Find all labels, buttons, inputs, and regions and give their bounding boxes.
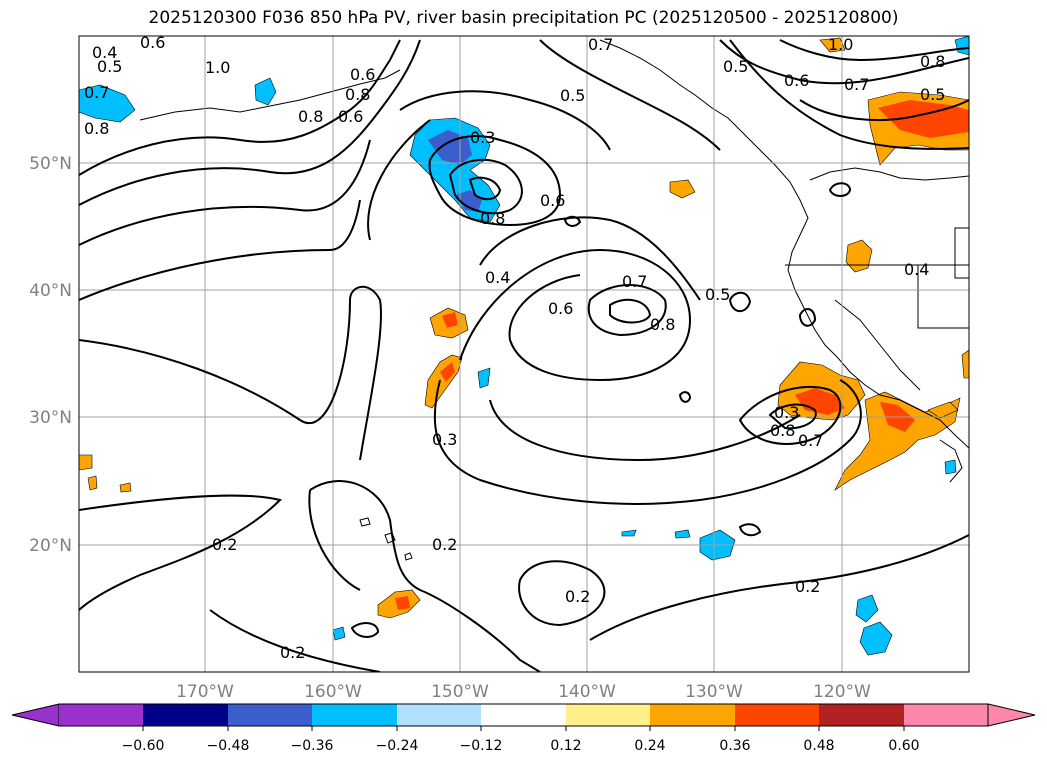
colorbar-segment [143,704,228,726]
contour-label: 1.0 [828,35,853,54]
contour-label: 0.7 [588,35,613,54]
colorbar-tick-label: −0.60 [122,738,165,754]
colorbar: −0.60 −0.48 −0.36 −0.24 −0.12 0.12 0.24 … [11,703,1036,754]
contour-label: 0.6 [338,107,363,126]
colorbar-segment [904,704,988,726]
pv-contours [79,39,969,672]
colorbar-segment [735,704,819,726]
colorbar-segment [59,704,143,726]
contour-label: 0.3 [432,430,457,449]
contour-label: 0.5 [560,86,585,105]
contour-label: 0.5 [705,285,730,304]
lat-label: 30°N [29,408,72,428]
contour-label: 0.8 [84,119,109,138]
contour-label: 0.2 [212,535,237,554]
gridlines [79,36,969,672]
colorbar-tick-label: 0.24 [634,738,665,754]
contour-label: 0.8 [650,315,675,334]
contour-label: 0.2 [565,587,590,606]
map-frame [78,35,970,673]
colorbar-segment [650,704,735,726]
contour-label: 0.8 [920,52,945,71]
colorbar-segment [819,704,904,726]
colorbar-tick-label: −0.36 [291,738,334,754]
colorbar-tick-label: −0.24 [376,738,419,754]
contour-label: 0.2 [432,535,457,554]
contour-label: 0.3 [774,403,799,422]
contour-label: 0.7 [844,75,869,94]
contour-label: 0.6 [548,299,573,318]
colorbar-tick-labels: −0.60 −0.48 −0.36 −0.24 −0.12 0.12 0.24 … [122,738,920,754]
longitude-labels: 170°W 160°W 150°W 140°W 130°W 120°W [176,682,871,702]
lon-label: 130°W [685,682,743,702]
map-plot-area: 0.4 0.5 0.6 1.0 0.7 0.8 0.6 0.8 0.6 0.8 … [79,33,969,672]
colorbar-segment [397,704,481,726]
contour-label: 0.7 [622,272,647,291]
contour-label: 0.4 [485,268,510,287]
lon-label: 150°W [431,682,489,702]
map-title: 2025120300 F036 850 hPa PV, river basin … [148,8,899,28]
colorbar-segment [11,703,60,727]
colorbar-segment [312,704,397,726]
colorbar-tick-label: 0.12 [550,738,581,754]
latitude-labels: 50°N 40°N 30°N 20°N [29,154,72,556]
colorbar-segment [481,704,566,726]
coastlines [139,39,969,561]
contour-label: 0.7 [84,83,109,102]
lat-label: 50°N [29,154,72,174]
contour-label: 0.4 [904,260,929,279]
contour-label: 0.6 [140,33,165,52]
lon-label: 160°W [304,682,362,702]
colorbar-tick-label: −0.12 [460,738,503,754]
contour-label: 0.8 [298,107,323,126]
lon-label: 120°W [813,682,871,702]
contour-label: 0.2 [280,643,305,662]
colorbar-tick-label: −0.48 [207,738,250,754]
contour-label: 0.5 [920,85,945,104]
contour-label: 0.8 [345,85,370,104]
precip-negative-areas [79,36,969,656]
contour-label: 0.6 [540,191,565,210]
lon-label: 170°W [176,682,234,702]
contour-label: 0.8 [770,421,795,440]
lat-label: 40°N [29,281,72,301]
contour-label: 0.5 [97,57,122,76]
colorbar-segment [566,704,650,726]
contour-label: 0.2 [795,577,820,596]
colorbar-tick-label: 0.36 [719,738,750,754]
lat-label: 20°N [29,536,72,556]
colorbar-tick-label: 0.60 [888,738,919,754]
contour-label: 1.0 [205,58,230,77]
colorbar-segment [987,703,1036,727]
contour-label: 0.6 [784,71,809,90]
pv-contour-labels: 0.4 0.5 0.6 1.0 0.7 0.8 0.6 0.8 0.6 0.8 … [84,33,945,662]
contour-label: 0.3 [470,128,495,147]
contour-label: 0.5 [723,57,748,76]
colorbar-segment [228,704,312,726]
colorbar-tick-label: 0.48 [803,738,834,754]
contour-label: 0.6 [350,65,375,84]
contour-label: 0.4 [92,43,117,62]
contour-label: 0.8 [480,209,505,228]
contour-label: 0.7 [798,431,823,450]
lon-label: 140°W [558,682,616,702]
